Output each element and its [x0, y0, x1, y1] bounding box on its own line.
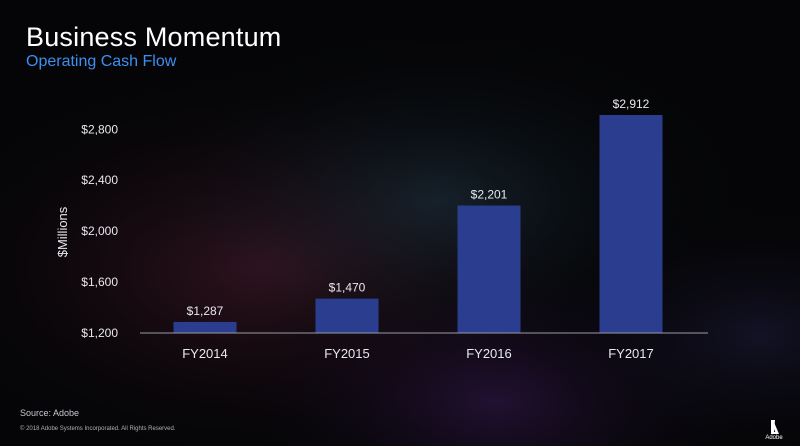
- bar: [173, 321, 237, 333]
- x-tick-label: FY2016: [466, 346, 512, 361]
- bar: [599, 115, 663, 333]
- x-tick-label: FY2017: [608, 346, 654, 361]
- y-tick-label: $2,800: [81, 122, 118, 136]
- x-tick-label: FY2014: [182, 346, 228, 361]
- bar: [315, 298, 379, 333]
- y-tick-label: $2,000: [81, 224, 118, 238]
- bar-value-label: $1,287: [187, 304, 224, 318]
- bar-value-label: $2,912: [613, 97, 650, 111]
- y-tick-label: $1,600: [81, 275, 118, 289]
- bar: [457, 205, 521, 333]
- slide-subtitle: Operating Cash Flow: [26, 53, 177, 70]
- bar-value-label: $2,201: [471, 188, 508, 202]
- x-tick-label: FY2015: [324, 346, 370, 361]
- adobe-logo-icon: [771, 420, 779, 434]
- y-tick-label: $2,400: [81, 173, 118, 187]
- slide-title: Business Momentum: [26, 22, 282, 52]
- adobe-logo-text: Adobe: [765, 435, 783, 441]
- source-note: Source: Adobe: [20, 408, 80, 418]
- copyright-note: © 2018 Adobe Systems Incorporated. All R…: [20, 426, 176, 432]
- bar-value-label: $1,470: [329, 281, 366, 295]
- y-axis-label: $Millions: [55, 206, 70, 257]
- y-tick-label: $1,200: [81, 326, 118, 340]
- adobe-logo: Adobe: [762, 418, 786, 444]
